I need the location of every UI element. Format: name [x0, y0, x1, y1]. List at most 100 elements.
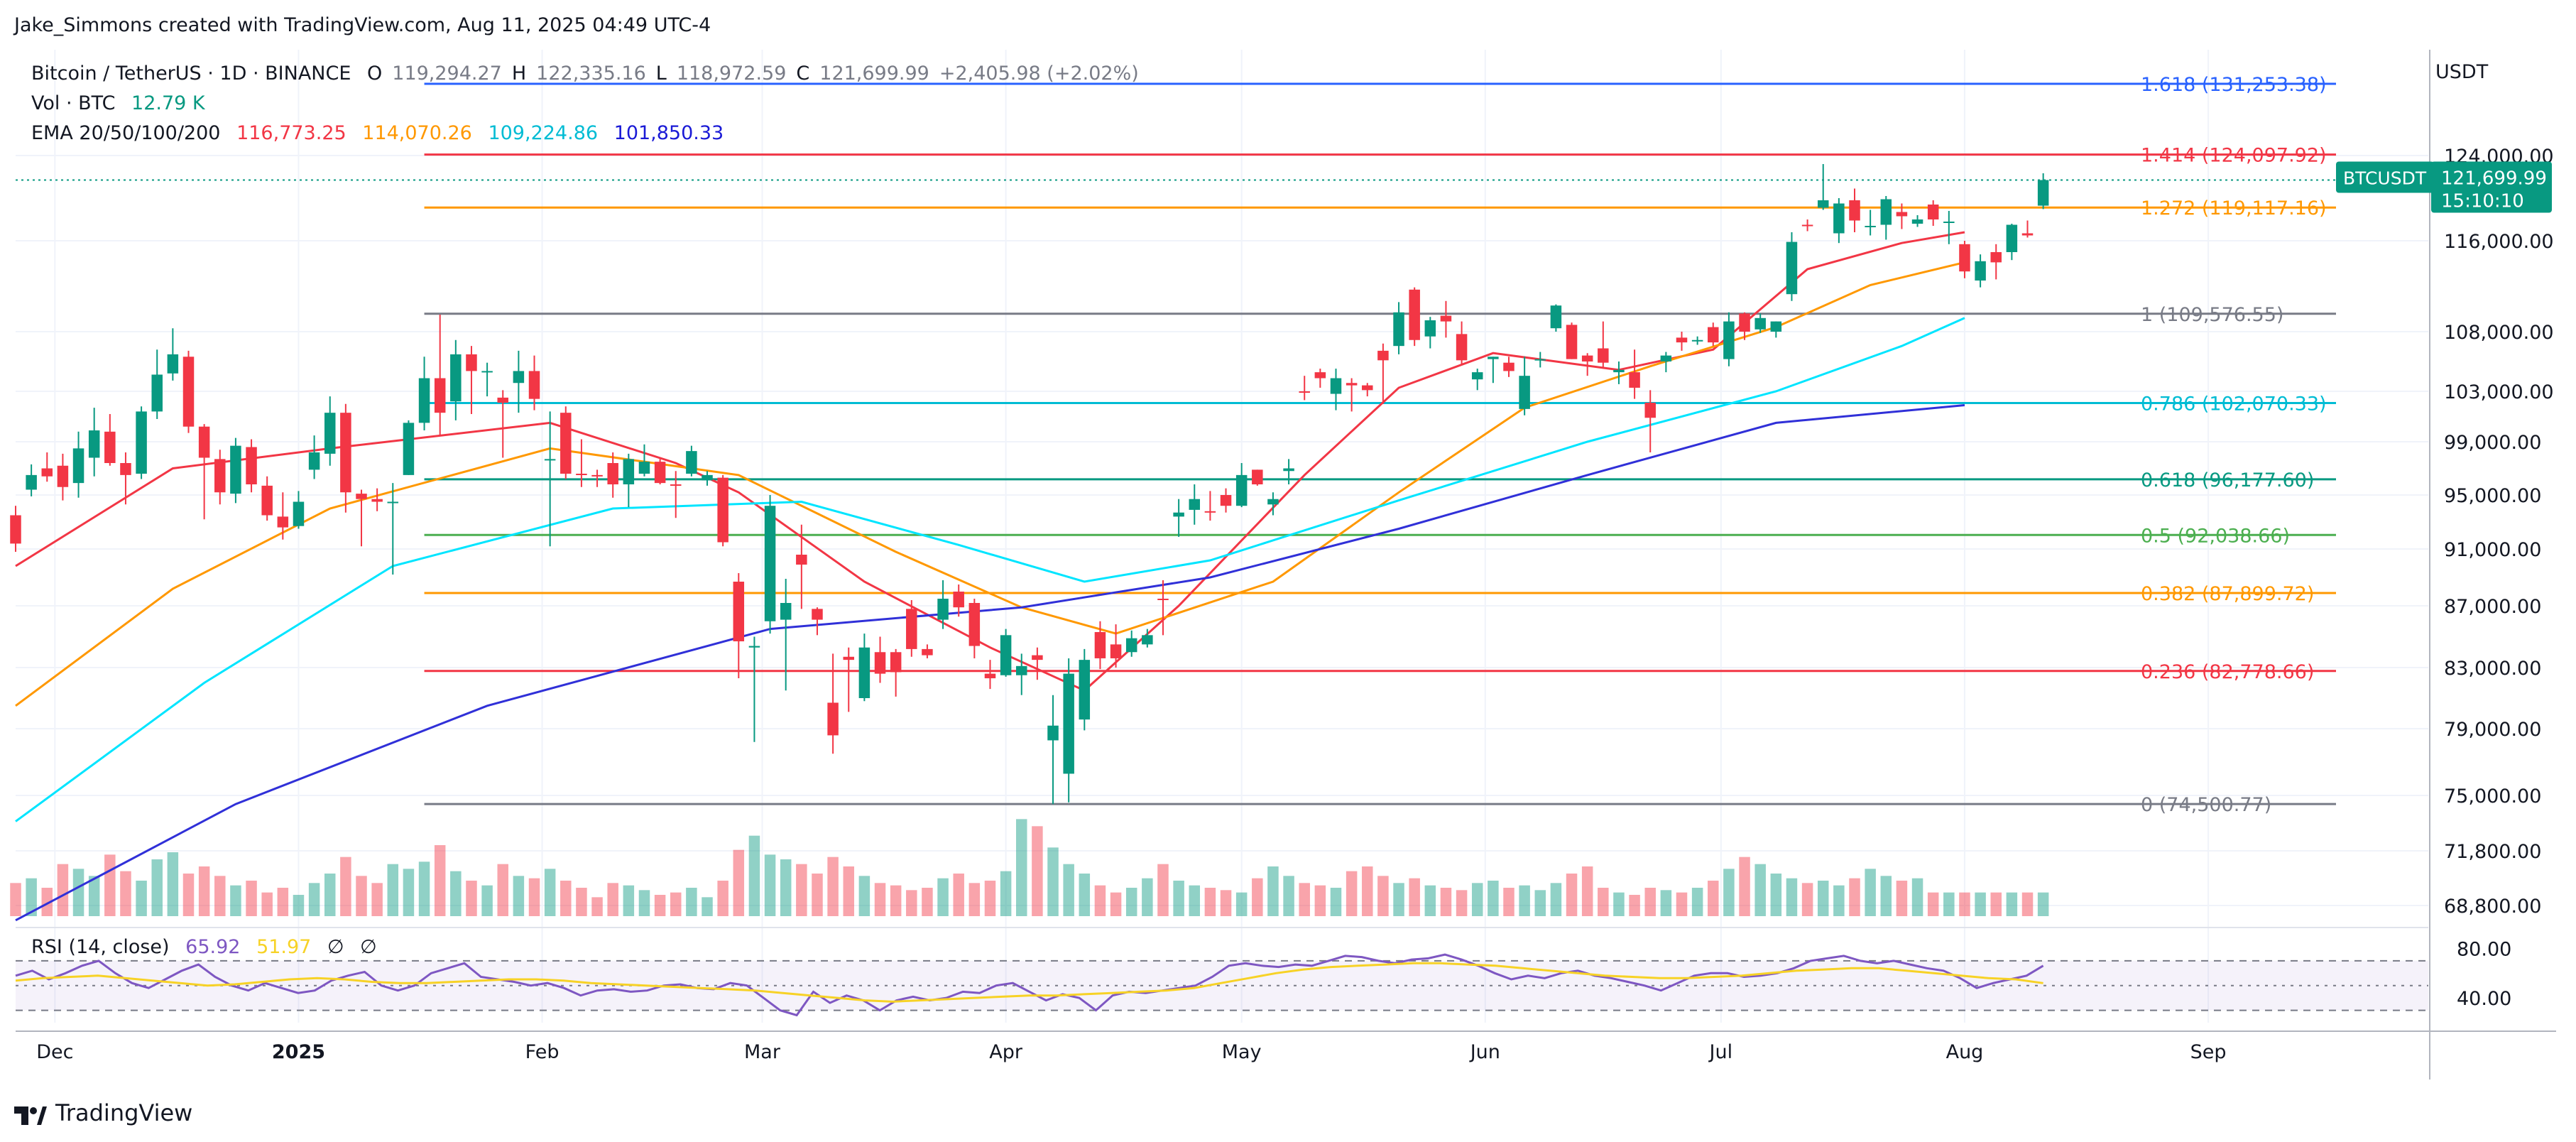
volume-bar [1142, 878, 1153, 916]
candle-body [1550, 305, 1562, 329]
candle-body [733, 582, 745, 642]
volume-bar [984, 881, 996, 916]
x-tick-label: Apr [989, 1041, 1023, 1063]
volume-bar [2037, 892, 2049, 916]
fib-level-label: 1 (109,576.55) [2141, 304, 2283, 326]
volume-bar [1723, 869, 1735, 916]
candle-body [246, 447, 257, 484]
volume-bar [1000, 871, 1012, 916]
candle-body [1377, 350, 1389, 361]
candle-body [1644, 402, 1656, 418]
candle-body [560, 413, 572, 474]
volume-bar [607, 883, 618, 916]
ema-label[interactable]: EMA 20/50/100/200 [31, 122, 221, 144]
volume-bar [780, 859, 792, 916]
volume-bar [1125, 888, 1137, 916]
volume-bar [1770, 874, 1782, 916]
candle-body [2037, 180, 2049, 206]
rsi-extra-2: ∅ [360, 936, 377, 958]
volume-bar [1959, 892, 1970, 916]
candle-body [1519, 376, 1530, 409]
volume-bar [104, 854, 116, 916]
volume-bar [1283, 876, 1294, 916]
volume-bar [2006, 892, 2018, 916]
symbol-title[interactable]: Bitcoin / TetherUS · 1D · BINANCE [31, 62, 351, 85]
candle-body [1000, 635, 1012, 675]
x-tick-label: Jul [1708, 1041, 1733, 1063]
y-tick-label: 103,000.00 [2444, 381, 2554, 403]
candle-body [1252, 469, 1263, 484]
candle-body [497, 397, 508, 403]
candle-body [1016, 665, 1027, 675]
x-tick-label: Dec [36, 1041, 73, 1063]
candle-body [1346, 383, 1358, 386]
rsi-label[interactable]: RSI (14, close) [31, 936, 170, 958]
candle-body [1880, 199, 1892, 225]
volume-bar [1691, 888, 1703, 916]
candle-body [654, 462, 666, 484]
tradingview-logo[interactable]: TradingView [14, 1099, 192, 1126]
candle-body [1708, 327, 1719, 343]
candle-body [324, 413, 336, 454]
x-tick-label: 2025 [272, 1041, 325, 1063]
volume-bar [387, 864, 399, 916]
candle-body [1488, 357, 1499, 359]
y-tick-label: 79,000.00 [2444, 719, 2541, 741]
candle-body [1032, 655, 1043, 660]
y-tick-label: 71,800.00 [2444, 841, 2541, 863]
currency-unit[interactable]: USDT [2435, 61, 2489, 83]
volume-bar [1629, 895, 1640, 916]
volume-label[interactable]: Vol · BTC [31, 92, 116, 114]
candle-body [1927, 205, 1939, 219]
volume-bar [576, 888, 587, 916]
candle-body [1660, 355, 1672, 361]
candle-body [858, 647, 871, 698]
volume-bar [1252, 878, 1263, 916]
volume-bar [764, 854, 776, 916]
grid-lines [16, 50, 2428, 1023]
volume-bar [167, 852, 179, 916]
volume-bar [1110, 892, 1122, 916]
candle-body [748, 646, 760, 648]
volume-bar [41, 888, 53, 916]
candle-body [1723, 321, 1735, 359]
candle-body [387, 501, 399, 504]
candle-body [41, 468, 53, 477]
candle-body [1173, 512, 1184, 517]
volume-bar [1346, 871, 1358, 916]
candle-body [874, 652, 886, 674]
candle-body [1125, 638, 1137, 653]
volume-bar [308, 883, 320, 916]
price-badge-countdown: 15:10:10 [2441, 191, 2524, 212]
ema20-line [15, 231, 1965, 692]
volume-bar [214, 876, 226, 916]
volume-bar [1440, 888, 1452, 916]
volume-bar [1267, 866, 1279, 916]
candle-body [1503, 362, 1515, 371]
volume-bar [418, 861, 430, 916]
volume-bar [1739, 856, 1750, 916]
candle-body [198, 426, 210, 458]
candle-body [151, 374, 163, 412]
volume-bar [324, 874, 336, 916]
candle-body [1314, 372, 1326, 379]
volume-bar [638, 890, 650, 916]
tradingview-logo-text: TradingView [55, 1099, 193, 1126]
volume-bar [277, 888, 289, 916]
volume-bar [151, 859, 163, 916]
candle-body [968, 603, 981, 646]
candle-body [371, 499, 383, 502]
candle-body [72, 448, 84, 484]
x-tick-label: Feb [525, 1041, 560, 1063]
candle-body [670, 484, 682, 486]
volume-bar [1393, 883, 1404, 916]
volume-bar [198, 866, 210, 916]
volume-bar [953, 874, 964, 916]
candle-body [544, 459, 556, 461]
volume-bar [481, 885, 493, 916]
candle-body [638, 462, 650, 474]
candle-body [1896, 212, 1908, 217]
volume-bar [1032, 826, 1043, 916]
rsi-line [15, 953, 2044, 1017]
